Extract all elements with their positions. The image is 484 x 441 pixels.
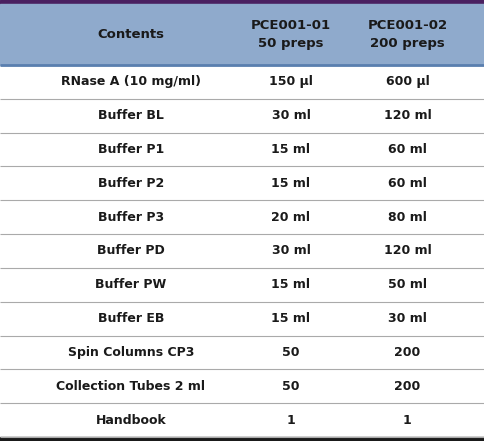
Bar — [0, 4, 484, 65]
Bar — [0, 437, 484, 441]
Text: Buffer P2: Buffer P2 — [98, 177, 164, 190]
Text: Collection Tubes 2 ml: Collection Tubes 2 ml — [56, 380, 205, 393]
Text: Contents: Contents — [97, 28, 164, 41]
Text: 15 ml: 15 ml — [271, 278, 310, 292]
Text: 200: 200 — [393, 380, 420, 393]
Text: 50: 50 — [282, 380, 299, 393]
Text: RNase A (10 mg/ml): RNase A (10 mg/ml) — [61, 75, 200, 88]
Text: 200: 200 — [393, 346, 420, 359]
Text: PCE001-02: PCE001-02 — [366, 19, 447, 32]
Text: 15 ml: 15 ml — [271, 312, 310, 325]
Text: Buffer BL: Buffer BL — [98, 109, 164, 122]
Text: 80 ml: 80 ml — [387, 211, 426, 224]
Text: 50: 50 — [282, 346, 299, 359]
Text: 120 ml: 120 ml — [383, 109, 430, 122]
Text: 30 ml: 30 ml — [387, 312, 426, 325]
Text: 60 ml: 60 ml — [387, 177, 426, 190]
Text: 15 ml: 15 ml — [271, 143, 310, 156]
Text: Handbook: Handbook — [95, 414, 166, 426]
Text: 120 ml: 120 ml — [383, 244, 430, 258]
Text: Buffer P3: Buffer P3 — [98, 211, 164, 224]
Text: PCE001-01: PCE001-01 — [250, 19, 331, 32]
Text: 50 preps: 50 preps — [257, 37, 323, 50]
Text: 1: 1 — [402, 414, 411, 426]
Bar — [0, 0, 484, 4]
Text: Buffer PD: Buffer PD — [97, 244, 165, 258]
Text: 20 ml: 20 ml — [271, 211, 310, 224]
Text: 1: 1 — [286, 414, 295, 426]
Text: 60 ml: 60 ml — [387, 143, 426, 156]
Text: 30 ml: 30 ml — [271, 109, 310, 122]
Text: 50 ml: 50 ml — [387, 278, 426, 292]
Text: 200 preps: 200 preps — [369, 37, 444, 50]
Text: Buffer P1: Buffer P1 — [98, 143, 164, 156]
Text: Buffer PW: Buffer PW — [95, 278, 166, 292]
Text: 30 ml: 30 ml — [271, 244, 310, 258]
Text: 600 µl: 600 µl — [385, 75, 428, 88]
Text: 150 µl: 150 µl — [269, 75, 312, 88]
Text: Spin Columns CP3: Spin Columns CP3 — [68, 346, 194, 359]
Text: 15 ml: 15 ml — [271, 177, 310, 190]
Text: Buffer EB: Buffer EB — [98, 312, 164, 325]
